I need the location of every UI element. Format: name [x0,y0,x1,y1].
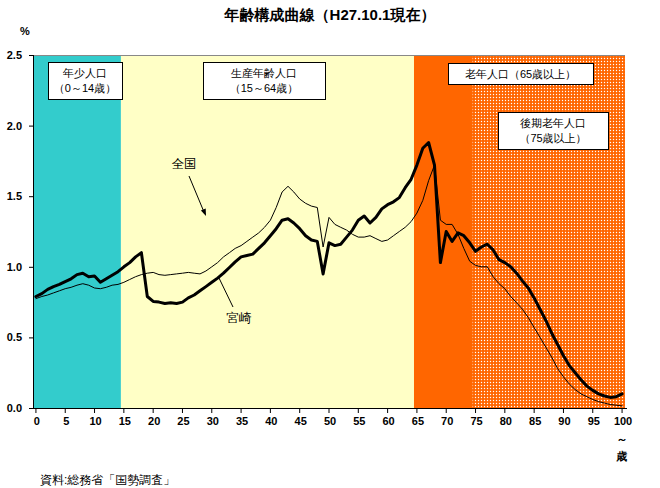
x-tick-label: 40 [265,415,277,427]
x-tick-label: 45 [295,415,307,427]
zone-label-young-line0: 年少人口 [62,67,107,79]
x-tick-label: 10 [89,415,101,427]
zone-label-late-elderly-line1: （75歳以上） [519,132,586,144]
x-tick-label: 75 [470,415,482,427]
x-tick-label: 60 [382,415,394,427]
x-tick-label: 0 [34,415,40,427]
x-tick-label: 70 [441,415,453,427]
age-composition-chart: 0.0 0.5 1.0 1.5 2.0 2.5 0 5 10 15 20 25 30 35 40 45 50 55… [0,0,660,488]
chart-page: 0.0 0.5 1.0 1.5 2.0 2.5 0 5 10 15 20 25 30 35 40 45 50 55… [0,0,660,488]
zone-label-late-elderly-line0: 後期老年人口 [520,117,586,129]
x-axis-suffix-tilde: ～ [617,433,628,445]
chart-title: 年齢構成曲線（H27.10.1現在） [224,6,436,24]
y-tick-label: 1.5 [7,190,22,202]
zone-working-age [121,55,414,408]
zone-label-young-line1: （0～14歳） [54,82,116,94]
x-tick-label: 55 [353,415,365,427]
y-tick-label: 0.0 [7,402,22,414]
x-tick-label: 80 [500,415,512,427]
annotation-miyazaki-label: 宮崎 [227,311,253,325]
x-tick-label: 20 [148,415,160,427]
x-tick-label: 5 [63,415,69,427]
zone-label-working-age-line1: （15～64歳） [230,82,298,94]
zone-label-elderly-line0: 老年人口（65歳以上） [465,68,576,80]
x-tick-label: 65 [412,415,424,427]
y-tick-label: 2.0 [7,120,22,132]
x-tick-label: 100 [614,415,632,427]
x-tick-label: 35 [236,415,248,427]
y-tick-label: 1.0 [7,261,22,273]
x-tick-label: 25 [177,415,189,427]
zone-fills [33,55,625,408]
y-tick-label: 2.5 [7,49,22,61]
zone-late-elderly [473,55,625,408]
x-axis-suffix-sai: 歳 [616,450,628,462]
annotation-national-label: 全国 [172,157,197,171]
y-axis-unit-label: % [20,25,30,37]
x-tick-label: 30 [207,415,219,427]
x-tick-label: 50 [324,415,336,427]
zone-label-working-age-line0: 生産年齢人口 [231,67,297,79]
x-tick-label: 85 [529,415,541,427]
x-tick-label: 95 [588,415,600,427]
zone-young [33,55,121,408]
source-note: 資料:総務省「国勢調査」 [40,473,175,487]
y-tick-label: 0.5 [7,331,22,343]
x-tick-label: 90 [558,415,570,427]
x-tick-label: 15 [119,415,131,427]
